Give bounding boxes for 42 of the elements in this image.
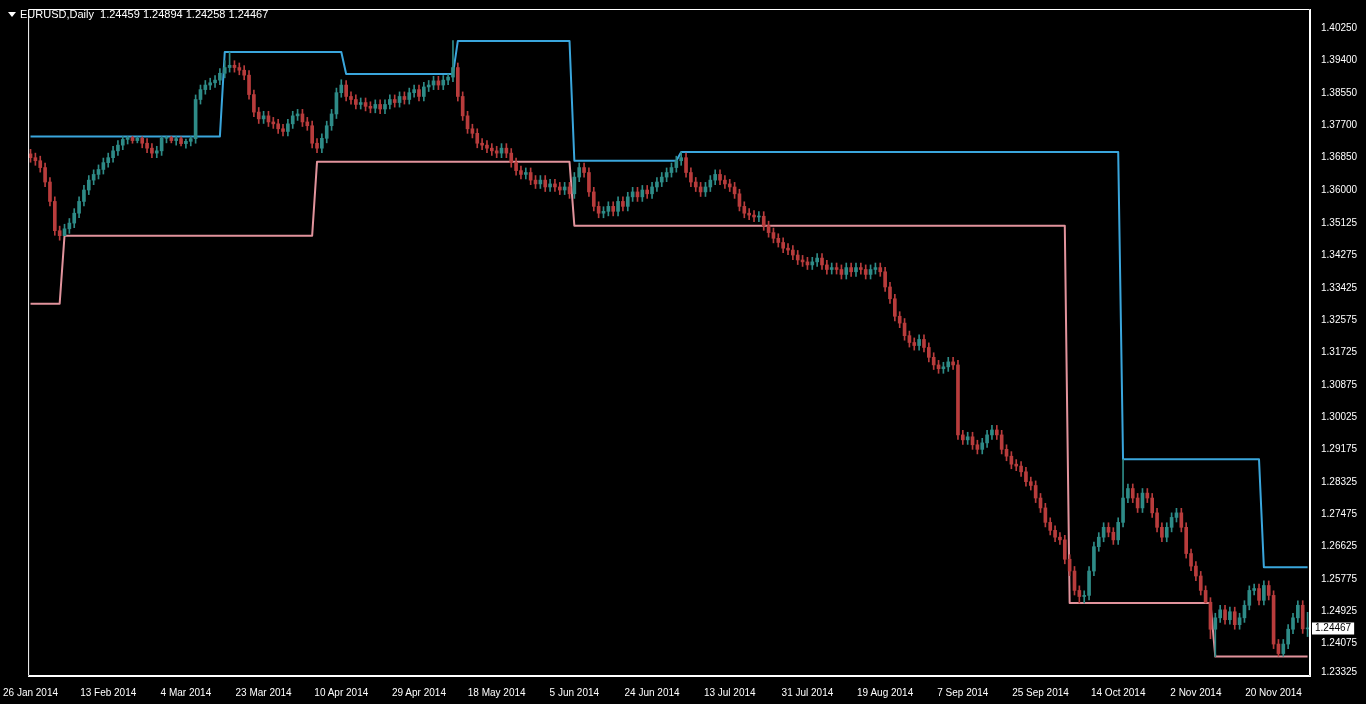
text: 1.24467 — [1315, 622, 1352, 634]
y-tick-label: 1.26625 — [1321, 540, 1358, 552]
y-tick-label: 1.40250 — [1321, 22, 1358, 34]
y-tick-label: 1.24075 — [1321, 637, 1358, 649]
y-tick-label: 1.33425 — [1321, 281, 1358, 293]
y-tick-label: 1.28325 — [1321, 475, 1358, 487]
x-tick-label: 5 Jun 2014 — [549, 686, 600, 698]
x-tick-label: 13 Feb 2014 — [80, 686, 137, 698]
x-tick-label: 26 Jan 2014 — [2, 686, 59, 698]
y-tick-label: 1.37700 — [1321, 119, 1358, 131]
y-tick-label: 1.38550 — [1321, 86, 1358, 98]
x-tick-label: 23 Mar 2014 — [235, 686, 293, 698]
y-tick-label: 1.39400 — [1321, 54, 1358, 66]
y-tick-label: 1.27475 — [1321, 507, 1358, 519]
x-tick-label: 25 Sep 2014 — [1012, 686, 1070, 698]
y-tick-label: 1.29175 — [1321, 443, 1358, 455]
x-tick-label: 20 Nov 2014 — [1245, 686, 1303, 698]
candlestick — [489, 143, 494, 156]
x-tick-label: 14 Oct 2014 — [1090, 686, 1146, 698]
x-tick-label: 13 Jul 2014 — [703, 686, 757, 698]
y-tick-label: 1.23325 — [1321, 665, 1358, 677]
y-tick-label: 1.30875 — [1321, 378, 1358, 390]
candlestick — [208, 77, 213, 90]
y-tick-label: 1.32575 — [1321, 314, 1358, 325]
x-tick-label: 19 Aug 2014 — [857, 686, 914, 698]
y-tick-label: 1.36850 — [1321, 151, 1358, 163]
y-tick-label: 1.30025 — [1321, 410, 1358, 422]
y-tick-label: 1.34275 — [1321, 249, 1358, 261]
x-tick-label: 18 May 2014 — [467, 686, 527, 698]
y-tick-label: 1.25775 — [1321, 572, 1358, 584]
y-tick-label: 1.24925 — [1321, 604, 1358, 616]
y-tick-label: 1.36000 — [1321, 183, 1358, 195]
candlestick — [451, 40, 455, 82]
y-tick-label: 1.31725 — [1321, 346, 1358, 358]
x-tick-label: 31 Jul 2014 — [781, 686, 834, 698]
x-tick-label: 10 Apr 2014 — [314, 686, 369, 698]
x-tick-label: 2 Nov 2014 — [1170, 686, 1222, 698]
x-tick-label: 7 Sep 2014 — [937, 686, 989, 698]
x-tick-label: 4 Mar 2014 — [160, 686, 212, 698]
x-tick-label: 24 Jun 2014 — [624, 686, 681, 698]
x-tick-label: 29 Apr 2014 — [392, 686, 447, 698]
y-tick-label: 1.35125 — [1321, 217, 1358, 229]
